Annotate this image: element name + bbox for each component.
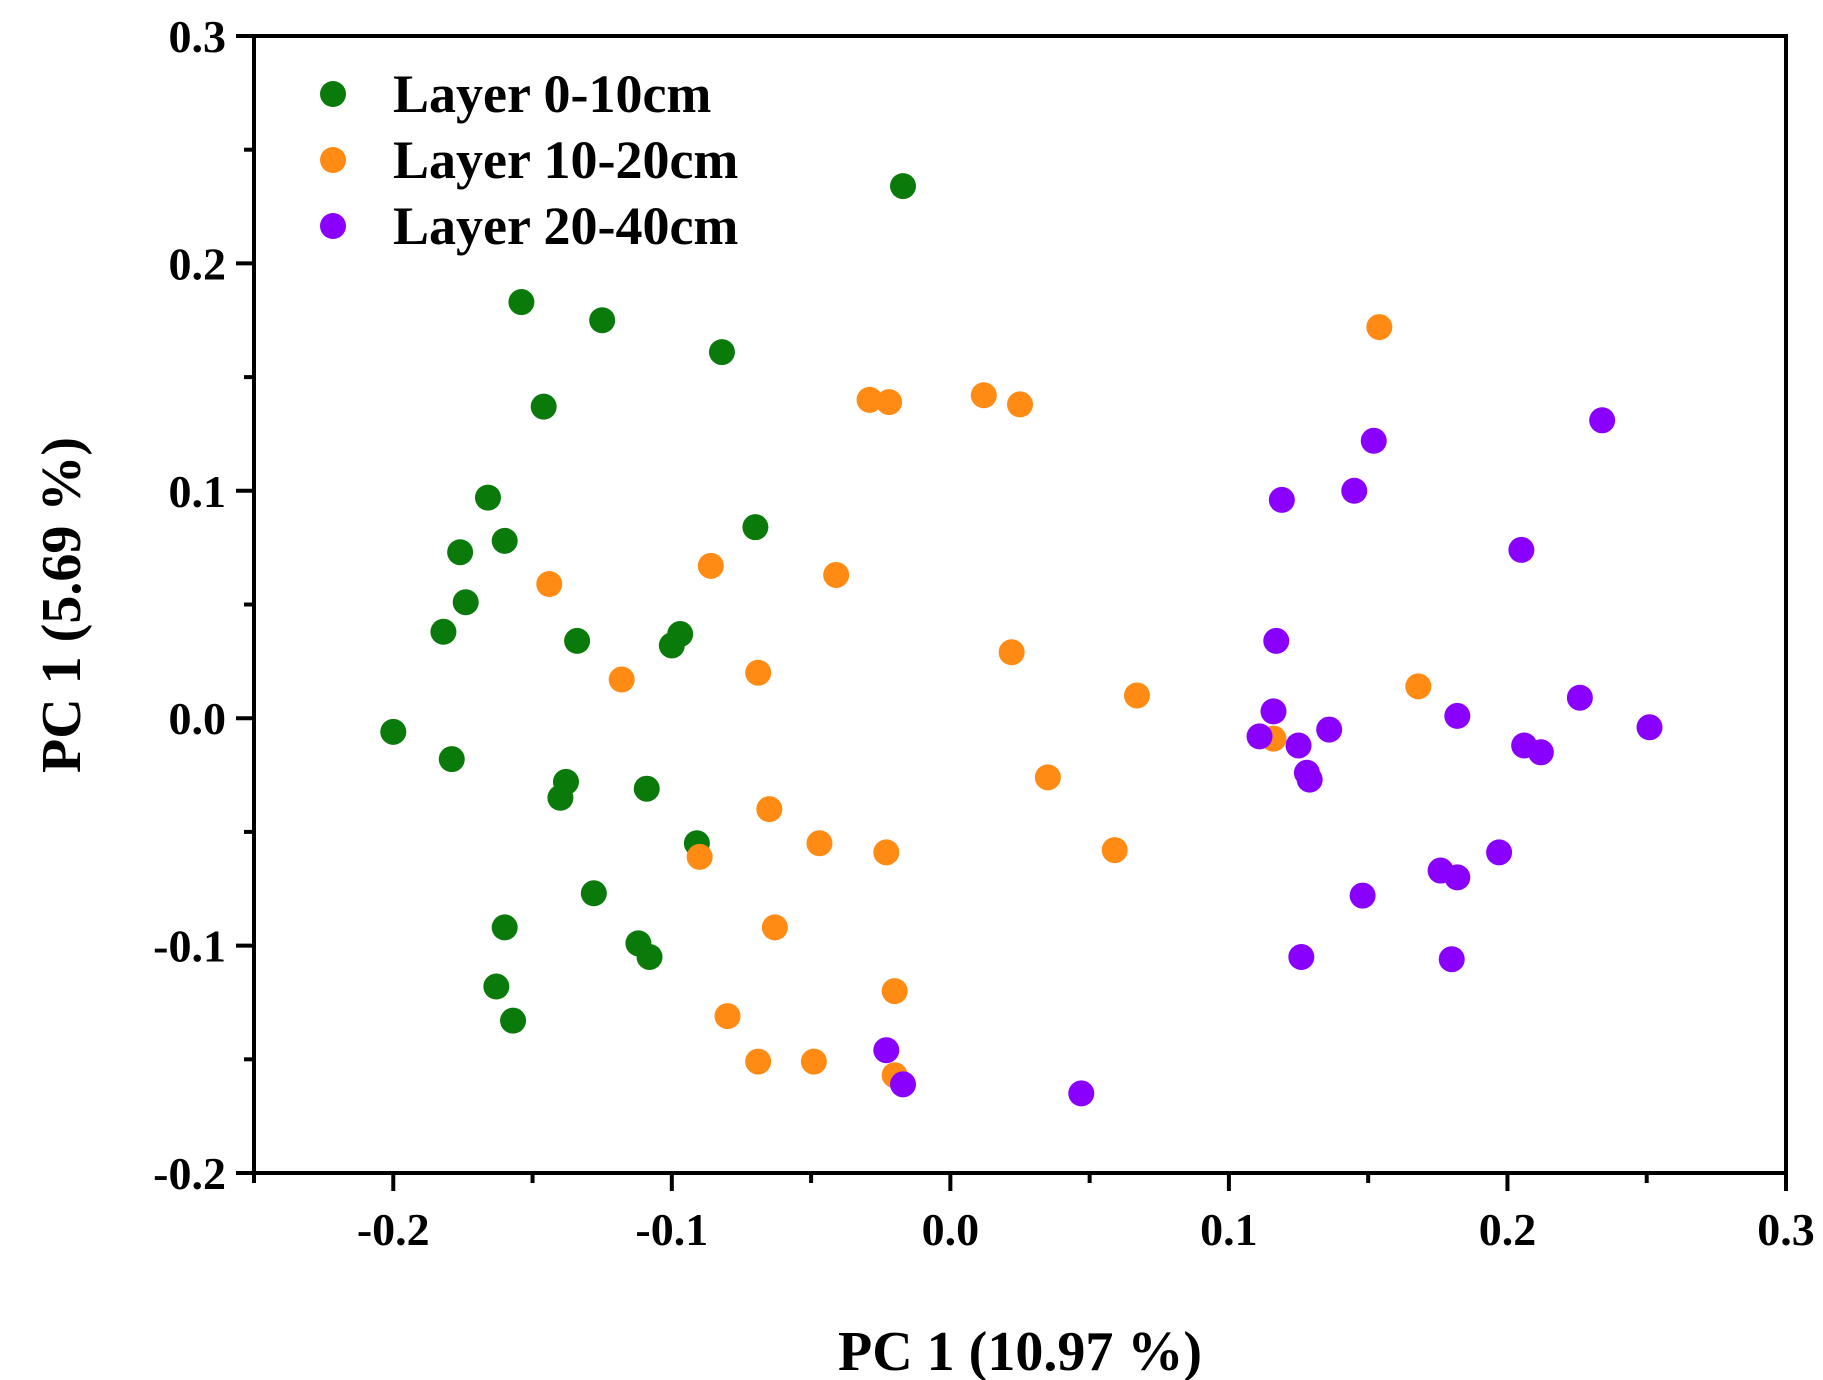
data-point — [483, 973, 510, 1000]
data-point — [530, 393, 557, 420]
y-tick-label: 0.1 — [169, 466, 227, 517]
x-tick-label: -0.2 — [357, 1204, 430, 1255]
data-point — [589, 307, 616, 334]
data-point — [745, 1048, 772, 1075]
data-point — [500, 1007, 527, 1034]
data-point — [761, 914, 788, 941]
legend-marker — [320, 81, 346, 107]
data-point — [998, 639, 1025, 666]
data-point — [823, 561, 850, 588]
data-point — [658, 632, 685, 659]
legend-label: Layer 0-10cm — [393, 64, 711, 124]
data-point — [756, 796, 783, 823]
data-point — [876, 389, 903, 416]
y-axis-title: PC 1 (5.69 %) — [31, 437, 93, 773]
data-point — [1123, 682, 1150, 709]
data-point — [1263, 627, 1290, 654]
data-point — [697, 552, 724, 579]
data-point — [1360, 427, 1387, 454]
x-axis-title: PC 1 (10.97 %) — [838, 1321, 1202, 1380]
data-point — [1444, 702, 1471, 729]
data-point — [1405, 673, 1432, 700]
data-point — [1341, 477, 1368, 504]
x-axis-ticks: -0.2 -0.1 0.0 0.1 0.2 0.3 — [252, 1173, 1815, 1255]
data-point — [1296, 766, 1323, 793]
data-point — [633, 775, 660, 802]
data-point — [742, 514, 769, 541]
data-point — [890, 1071, 917, 1098]
data-point — [1636, 714, 1663, 741]
data-point — [1366, 314, 1393, 341]
data-point — [970, 382, 997, 409]
legend-label: Layer 20-40cm — [393, 196, 738, 256]
data-point — [380, 718, 407, 745]
data-points — [380, 173, 1663, 1107]
legend-marker — [320, 213, 346, 239]
data-point — [1288, 943, 1315, 970]
data-point — [1268, 486, 1295, 513]
data-point — [547, 784, 574, 811]
data-point — [873, 839, 900, 866]
data-point — [438, 746, 465, 773]
y-tick-label: 0.3 — [169, 11, 227, 62]
data-point — [1589, 407, 1616, 434]
y-tick-label: -0.2 — [153, 1148, 226, 1199]
data-point — [1034, 764, 1061, 791]
data-point — [1527, 739, 1554, 766]
data-point — [1349, 882, 1376, 909]
data-point — [800, 1048, 827, 1075]
data-point — [1285, 732, 1312, 759]
data-point — [452, 589, 479, 616]
data-point — [1486, 839, 1513, 866]
y-tick-label: 0.0 — [169, 693, 227, 744]
data-point — [1316, 716, 1343, 743]
data-point — [1438, 946, 1465, 973]
data-point — [745, 659, 772, 686]
x-tick-label: -0.1 — [635, 1204, 708, 1255]
data-point — [608, 666, 635, 693]
data-point — [881, 978, 908, 1005]
data-point — [564, 627, 591, 654]
legend-marker — [320, 147, 346, 173]
data-point — [536, 571, 563, 598]
data-point — [890, 173, 917, 200]
data-point — [708, 339, 735, 366]
data-point — [1444, 864, 1471, 891]
legend-label: Layer 10-20cm — [393, 130, 738, 190]
y-tick-label: 0.2 — [169, 238, 227, 289]
data-point — [580, 880, 607, 907]
data-point — [1508, 536, 1535, 563]
x-tick-label: 0.3 — [1757, 1204, 1815, 1255]
data-point — [1246, 723, 1273, 750]
data-point — [1101, 837, 1128, 864]
data-point — [806, 830, 833, 857]
y-axis-ticks: 0.3 0.2 0.1 0.0 -0.1 -0.2 — [153, 11, 254, 1199]
data-point — [714, 1003, 741, 1030]
data-point — [856, 386, 883, 413]
x-tick-label: 0.1 — [1200, 1204, 1258, 1255]
data-point — [474, 484, 501, 511]
data-point — [430, 618, 457, 645]
x-tick-label: 0.2 — [1479, 1204, 1537, 1255]
data-point — [491, 527, 518, 554]
data-point — [636, 943, 663, 970]
data-point — [1566, 684, 1593, 711]
data-point — [686, 843, 713, 870]
data-point — [491, 914, 518, 941]
y-tick-label: -0.1 — [153, 921, 226, 972]
data-point — [1007, 391, 1033, 418]
data-point — [508, 289, 535, 316]
data-point — [447, 539, 474, 566]
data-point — [1068, 1080, 1095, 1107]
data-point — [873, 1037, 900, 1064]
x-tick-label: 0.0 — [922, 1204, 980, 1255]
data-point — [1260, 698, 1287, 725]
